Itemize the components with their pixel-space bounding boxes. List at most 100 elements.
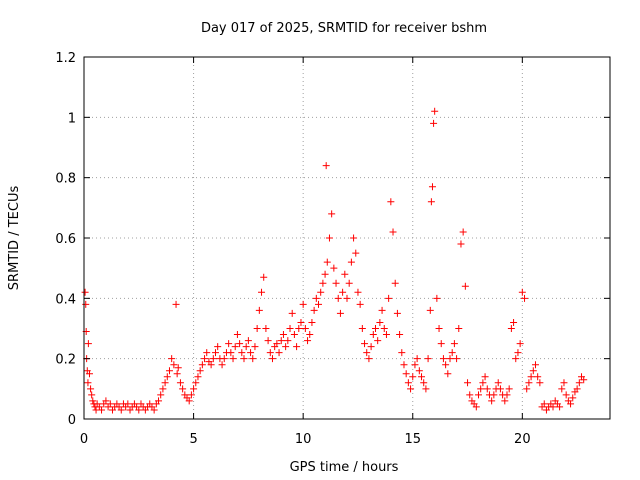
data-point bbox=[556, 403, 564, 411]
data-point bbox=[242, 343, 250, 351]
data-point bbox=[428, 183, 436, 191]
data-point bbox=[523, 385, 531, 393]
data-point bbox=[512, 355, 520, 363]
data-point bbox=[459, 228, 467, 236]
data-point bbox=[315, 300, 323, 308]
data-point bbox=[321, 270, 329, 278]
data-point bbox=[301, 325, 309, 332]
data-point bbox=[437, 340, 445, 348]
data-point bbox=[575, 379, 583, 387]
data-point bbox=[531, 361, 539, 369]
data-point bbox=[345, 279, 353, 287]
data-point bbox=[369, 331, 377, 339]
data-point bbox=[380, 325, 388, 332]
data-point bbox=[455, 325, 463, 332]
data-point bbox=[88, 391, 96, 399]
data-point bbox=[308, 318, 316, 326]
data-point bbox=[424, 355, 432, 363]
x-tick-label: 20 bbox=[514, 432, 531, 447]
data-point bbox=[426, 306, 434, 314]
data-point bbox=[339, 288, 347, 296]
data-point bbox=[165, 367, 173, 375]
data-point bbox=[439, 355, 447, 363]
data-point bbox=[297, 318, 305, 326]
data-point bbox=[496, 385, 504, 393]
data-point bbox=[155, 397, 163, 405]
data-point bbox=[322, 162, 330, 170]
data-point bbox=[214, 343, 222, 351]
data-point bbox=[255, 306, 263, 314]
ticks: 0 0.2 0.4 0.6 0.8 1 1.2 0 5 10 15 20 bbox=[55, 51, 610, 447]
data-point bbox=[367, 343, 375, 351]
data-point bbox=[503, 391, 511, 399]
data-point bbox=[325, 234, 333, 242]
data-point bbox=[277, 337, 285, 345]
data-point bbox=[540, 400, 548, 408]
data-point bbox=[536, 379, 544, 387]
data-point bbox=[341, 270, 349, 278]
data-point bbox=[518, 288, 526, 296]
data-point bbox=[198, 361, 206, 369]
data-point bbox=[418, 373, 426, 381]
data-point bbox=[382, 331, 390, 339]
data-point bbox=[431, 107, 439, 115]
data-point bbox=[378, 306, 386, 314]
data-point bbox=[558, 385, 566, 393]
data-point bbox=[172, 300, 180, 308]
data-point bbox=[562, 391, 570, 399]
x-axis-label: GPS time / hours bbox=[290, 460, 399, 475]
data-point bbox=[124, 400, 132, 408]
data-point bbox=[187, 391, 195, 399]
data-point bbox=[389, 228, 397, 236]
y-axis-label: SRMTID / TECUs bbox=[7, 186, 22, 291]
data-point bbox=[560, 379, 568, 387]
data-point bbox=[279, 331, 287, 339]
y-tick-label: 1.2 bbox=[55, 51, 76, 66]
data-point bbox=[396, 331, 404, 339]
data-point bbox=[466, 391, 474, 399]
data-point bbox=[260, 273, 268, 281]
data-point bbox=[413, 355, 421, 363]
data-point bbox=[85, 370, 93, 378]
x-tick-label: 0 bbox=[80, 432, 88, 447]
data-point bbox=[238, 349, 246, 357]
y-tick-label: 0.6 bbox=[55, 232, 76, 247]
data-point bbox=[385, 294, 393, 302]
data-point bbox=[220, 355, 228, 363]
data-point bbox=[251, 343, 259, 351]
data-point bbox=[514, 349, 522, 357]
chart-title: Day 017 of 2025, SRMTID for receiver bsh… bbox=[201, 21, 487, 36]
data-point bbox=[527, 373, 535, 381]
data-point bbox=[262, 325, 270, 332]
data-point bbox=[209, 355, 217, 363]
data-point bbox=[295, 325, 303, 332]
data-point bbox=[157, 391, 165, 399]
data-point bbox=[534, 373, 542, 381]
data-point bbox=[87, 385, 95, 393]
data-point bbox=[430, 119, 438, 127]
data-point bbox=[407, 385, 415, 393]
data-point bbox=[343, 294, 351, 302]
data-point bbox=[457, 240, 465, 248]
data-point bbox=[347, 258, 355, 266]
data-point bbox=[328, 210, 336, 218]
data-point bbox=[249, 355, 257, 363]
data-point bbox=[218, 361, 226, 369]
data-point bbox=[481, 373, 489, 381]
data-point bbox=[253, 325, 261, 332]
x-tick-label: 10 bbox=[295, 432, 312, 447]
data-point bbox=[244, 337, 252, 345]
data-point bbox=[233, 331, 241, 339]
data-point bbox=[354, 288, 362, 296]
data-point bbox=[275, 349, 283, 357]
data-point bbox=[161, 379, 169, 387]
data-point bbox=[510, 318, 518, 326]
data-point bbox=[89, 397, 97, 405]
data-point bbox=[174, 364, 182, 372]
data-point bbox=[98, 406, 106, 414]
data-point bbox=[247, 349, 255, 357]
data-point bbox=[446, 355, 454, 363]
data-point bbox=[185, 397, 193, 405]
data-point bbox=[106, 400, 114, 408]
